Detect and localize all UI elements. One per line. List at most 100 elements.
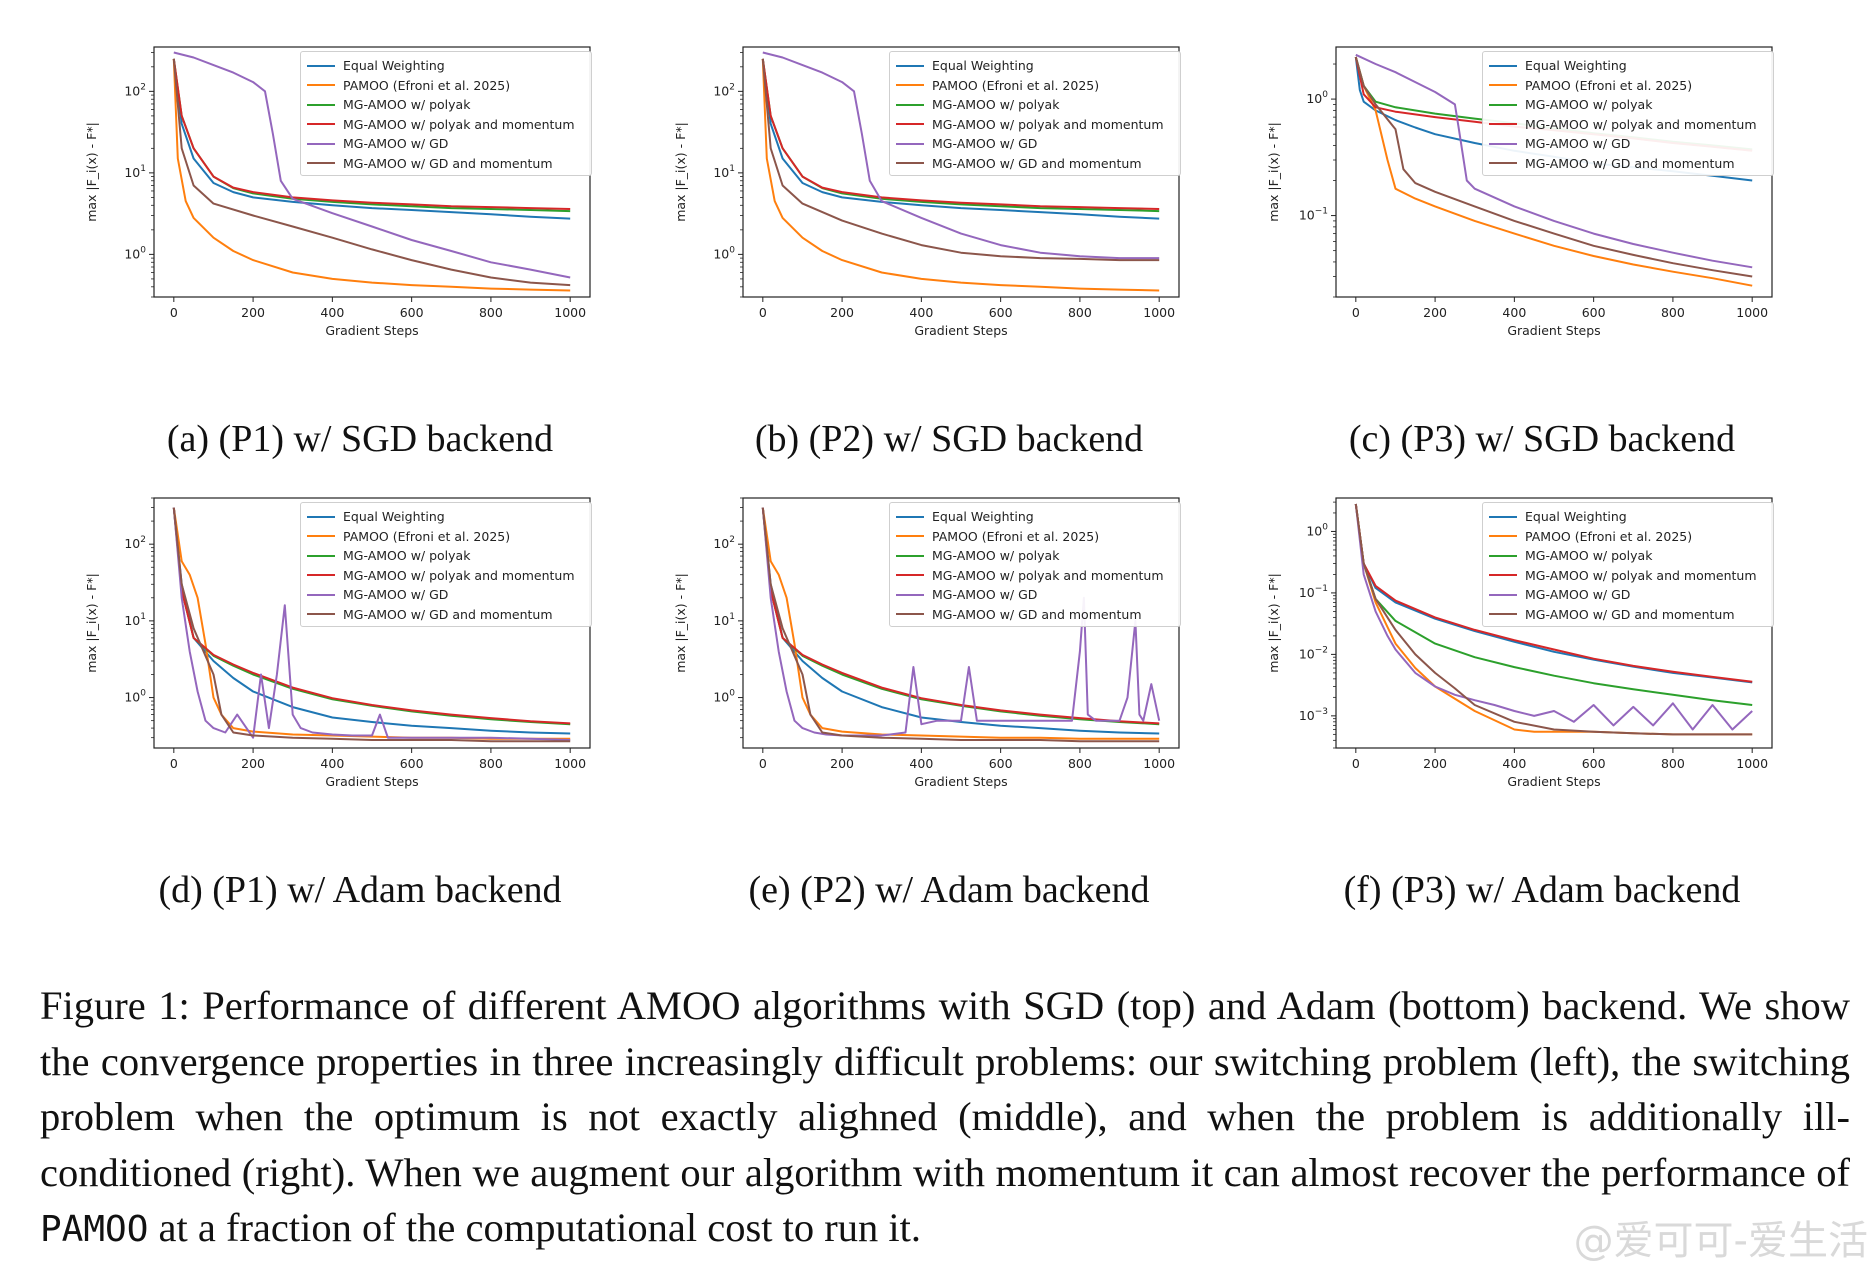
x-tick-label: 800 <box>479 756 503 771</box>
legend-label: MG-AMOO w/ polyak <box>343 548 471 564</box>
legend-item: MG-AMOO w/ GD <box>307 585 583 605</box>
panel-f: 0 200 400 600 800 1000 10−3 10−2 10−1 100 Gradient… <box>1262 496 1822 911</box>
x-tick-label: 400 <box>909 305 933 320</box>
legend-label: MG-AMOO w/ GD <box>1525 136 1631 152</box>
legend-swatch <box>307 535 335 538</box>
chart-d-svg: 0 200 400 600 800 1000 100 101 102 Gradient Steps… <box>84 497 591 789</box>
y-tick-label: 10−3 <box>1299 707 1328 723</box>
series-line-6 <box>172 58 571 287</box>
legend-label: Equal Weighting <box>932 509 1034 525</box>
legend-swatch <box>1489 103 1517 106</box>
legend-label: MG-AMOO w/ polyak and momentum <box>932 116 1164 132</box>
x-tick-label: 800 <box>479 305 503 320</box>
legend-label: PAMOO (Efroni et al. 2025) <box>343 528 511 544</box>
legend-label: MG-AMOO w/ polyak <box>932 97 1060 113</box>
y-tick-label: 102 <box>124 82 146 98</box>
legend-item: Equal Weighting <box>896 507 1172 527</box>
series-line-4 <box>1354 503 1753 683</box>
figure-caption: Figure 1: Performance of different AMOO … <box>40 978 1850 1258</box>
legend-swatch <box>1489 142 1517 145</box>
legend-label: Equal Weighting <box>1525 509 1627 525</box>
series-line-6 <box>761 58 1160 262</box>
x-axis-label: Gradient Steps <box>914 323 1007 338</box>
legend-f: Equal Weighting PAMOO (Efroni et al. 2025… <box>1482 502 1774 627</box>
y-tick-label: 102 <box>713 82 735 98</box>
legend-swatch <box>896 84 924 87</box>
legend-swatch <box>896 535 924 538</box>
series-line-5 <box>173 51 571 279</box>
legend-label: MG-AMOO w/ polyak <box>932 548 1060 564</box>
y-axis-label: max |F_i(x) - F*| <box>673 573 688 673</box>
legend-swatch <box>1489 84 1517 87</box>
legend-label: MG-AMOO w/ polyak and momentum <box>1525 567 1757 583</box>
legend-label: PAMOO (Efroni et al. 2025) <box>1525 77 1693 93</box>
legend-e: Equal Weighting PAMOO (Efroni et al. 2025… <box>889 502 1181 627</box>
legend-label: MG-AMOO w/ polyak <box>1525 97 1653 113</box>
x-tick-label: 0 <box>759 756 767 771</box>
series-line-5 <box>762 51 1160 260</box>
x-tick-label: 1000 <box>1143 756 1175 771</box>
legend-swatch <box>1489 123 1517 126</box>
series-group <box>172 507 571 743</box>
legend-label: MG-AMOO w/ GD <box>343 587 449 603</box>
x-tick-label: 400 <box>1502 305 1526 320</box>
figure-caption-code: PAMOO <box>40 1209 149 1250</box>
x-axis-label: Gradient Steps <box>325 323 418 338</box>
legend-label: MG-AMOO w/ polyak and momentum <box>1525 116 1757 132</box>
legend-swatch <box>896 64 924 67</box>
x-axis-label: Gradient Steps <box>1507 323 1600 338</box>
legend-item: MG-AMOO w/ GD and momentum <box>1489 154 1765 174</box>
legend-label: MG-AMOO w/ polyak <box>1525 548 1653 564</box>
panel-caption-d: (d) (P1) w/ Adam backend <box>158 869 562 911</box>
x-tick-label: 200 <box>241 756 265 771</box>
chart-f-svg: 0 200 400 600 800 1000 10−3 10−2 10−1 100 Gradient… <box>1266 497 1773 789</box>
x-tick-label: 0 <box>170 756 178 771</box>
series-line-6 <box>172 507 571 743</box>
legend-label: PAMOO (Efroni et al. 2025) <box>932 77 1100 93</box>
legend-item: MG-AMOO w/ GD <box>896 134 1172 154</box>
legend-swatch <box>896 162 924 165</box>
legend-item: MG-AMOO w/ polyak and momentum <box>307 566 583 586</box>
legend-label: Equal Weighting <box>343 509 445 525</box>
y-tick-label: 100 <box>713 689 735 705</box>
legend-label: MG-AMOO w/ GD <box>1525 587 1631 603</box>
y-axis-label: max |F_i(x) - F*| <box>673 122 688 222</box>
panel-a: 0 200 400 600 800 1000 100 101 102 Gradient Steps… <box>80 45 640 460</box>
series-line-4 <box>761 58 1160 210</box>
legend-item: Equal Weighting <box>307 56 583 76</box>
legend-item: MG-AMOO w/ GD and momentum <box>307 605 583 625</box>
panel-c: 0 200 400 600 800 1000 10−1 100 Gradient Steps ma… <box>1262 45 1822 460</box>
y-tick-label: 100 <box>1306 90 1328 106</box>
x-tick-label: 800 <box>1661 305 1685 320</box>
x-tick-label: 600 <box>1582 756 1606 771</box>
x-tick-label: 0 <box>759 305 767 320</box>
y-tick-label: 101 <box>713 612 735 628</box>
legend-item: MG-AMOO w/ polyak <box>896 95 1172 115</box>
x-tick-label: 200 <box>1423 305 1447 320</box>
x-tick-label: 800 <box>1068 756 1092 771</box>
legend-item: PAMOO (Efroni et al. 2025) <box>1489 527 1765 547</box>
legend-item: PAMOO (Efroni et al. 2025) <box>1489 76 1765 96</box>
x-tick-label: 0 <box>1352 756 1360 771</box>
series-line-2 <box>1354 56 1753 287</box>
legend-swatch <box>1489 593 1517 596</box>
series-line-6 <box>761 507 1160 743</box>
series-line-5 <box>172 507 571 741</box>
x-tick-label: 400 <box>320 305 344 320</box>
legend-item: PAMOO (Efroni et al. 2025) <box>896 76 1172 96</box>
legend-item: MG-AMOO w/ polyak <box>307 95 583 115</box>
x-tick-label: 200 <box>830 756 854 771</box>
legend-swatch <box>896 103 924 106</box>
legend-swatch <box>1489 64 1517 67</box>
x-tick-label: 1000 <box>554 756 586 771</box>
legend-label: MG-AMOO w/ polyak and momentum <box>343 567 575 583</box>
series-line-2 <box>172 58 571 292</box>
legend-label: PAMOO (Efroni et al. 2025) <box>932 528 1100 544</box>
legend-item: PAMOO (Efroni et al. 2025) <box>307 527 583 547</box>
legend-item: MG-AMOO w/ GD and momentum <box>307 154 583 174</box>
legend-item: MG-AMOO w/ polyak and momentum <box>896 566 1172 586</box>
legend-item: MG-AMOO w/ GD <box>1489 585 1765 605</box>
legend-label: MG-AMOO w/ GD <box>343 136 449 152</box>
y-tick-label: 100 <box>1306 522 1328 538</box>
legend-swatch <box>307 103 335 106</box>
